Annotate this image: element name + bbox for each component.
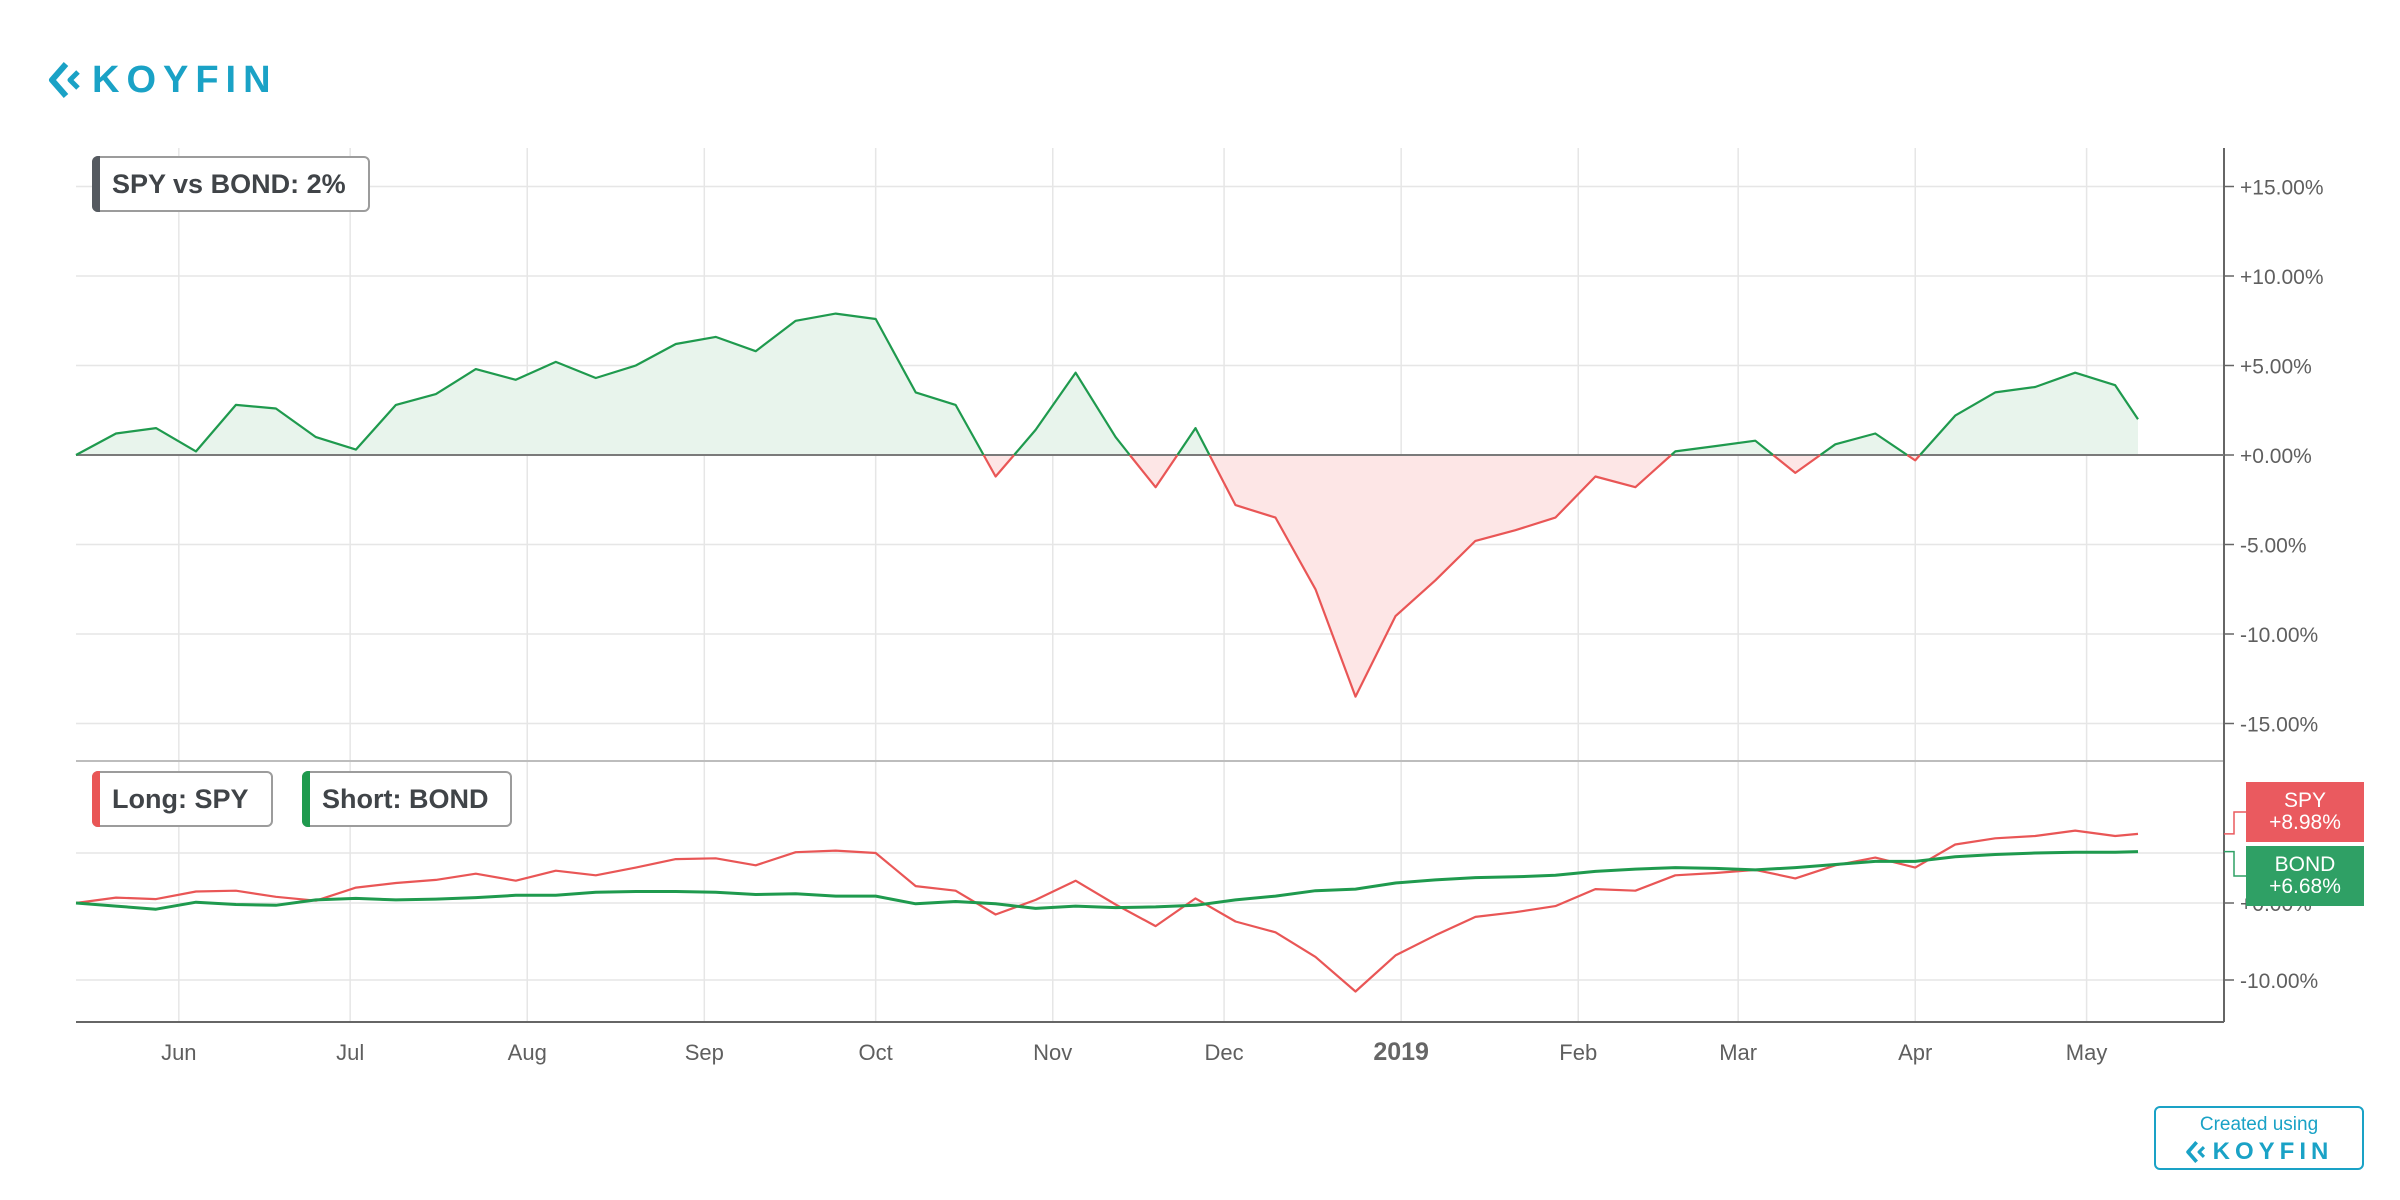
legend-short-marker xyxy=(302,771,310,827)
spy-series-line xyxy=(75,829,2139,993)
x-tick-label: May xyxy=(2066,1040,2108,1065)
spread-line-positive xyxy=(1819,432,1908,456)
spread-area-negative xyxy=(1129,455,1178,488)
spread-area-positive xyxy=(76,313,984,455)
y-tick-label-top: +5.00% xyxy=(2240,356,2312,379)
y-tick-label-top: -5.00% xyxy=(2240,535,2307,558)
x-tick-label: Feb xyxy=(1559,1040,1597,1065)
legend-long-marker xyxy=(92,771,100,827)
spread-line-negative xyxy=(982,454,1015,478)
spread-line-negative xyxy=(1208,454,1673,698)
spread-area-positive xyxy=(1671,440,1774,455)
spread-line-negative xyxy=(1128,454,1179,489)
koyfin-chevron-icon xyxy=(2185,1141,2205,1163)
spread-line-negative xyxy=(1906,454,1921,462)
x-tick-label: Jun xyxy=(161,1040,196,1065)
created-using-logo-text: KOYFIN xyxy=(2212,1138,2334,1165)
legend-long[interactable]: Long: SPY xyxy=(92,771,273,827)
y-tick-label-bottom: -10.00% xyxy=(2240,970,2318,993)
y-tick-label-top: +15.00% xyxy=(2240,177,2324,200)
spread-area-positive xyxy=(1177,428,1210,455)
x-tick-label: Oct xyxy=(859,1040,893,1065)
spread-area-negative xyxy=(1209,455,1672,697)
legend-spread-marker xyxy=(92,156,100,212)
spread-line-positive xyxy=(1919,371,2139,456)
legend-spread[interactable]: SPY vs BOND: 2% xyxy=(92,156,370,212)
spread-line-positive xyxy=(75,312,985,456)
legend-short[interactable]: Short: BOND xyxy=(302,771,513,827)
spread-line-positive xyxy=(1670,439,1774,456)
legend-short-label: Short: BOND xyxy=(322,783,489,814)
spread-line-positive xyxy=(1176,427,1211,456)
x-tick-label: Aug xyxy=(508,1040,547,1065)
legend-long-label: Long: SPY xyxy=(112,783,249,814)
legend-spread-label: SPY vs BOND: 2% xyxy=(112,168,346,199)
spread-area-negative xyxy=(983,455,1015,477)
logo-text: KOYFIN xyxy=(92,58,278,101)
x-tick-label: Nov xyxy=(1033,1040,1072,1065)
spread-line-positive xyxy=(1013,371,1131,456)
koyfin-chevron-icon xyxy=(49,62,80,98)
spread-area-negative xyxy=(1773,455,1821,473)
created-using-badge[interactable]: Created using KOYFIN xyxy=(2154,1106,2364,1170)
x-tick-label: Jul xyxy=(336,1040,364,1065)
y-tick-label-top: -15.00% xyxy=(2240,714,2318,737)
spread-area-positive xyxy=(1820,433,1908,455)
x-tick-label: Dec xyxy=(1205,1040,1244,1065)
bond-tag-name: BOND xyxy=(2274,853,2336,876)
koyfin-logo[interactable]: KOYFIN xyxy=(48,58,278,102)
spy-last-value-tag: SPY +8.98% xyxy=(2246,782,2364,842)
bond-last-value-tag: BOND +6.68% xyxy=(2246,846,2364,906)
x-tick-label: 2019 xyxy=(1373,1038,1429,1066)
bond-series-line xyxy=(75,850,2139,911)
created-using-label: Created using xyxy=(2199,1114,2319,1135)
spy-tag-name: SPY xyxy=(2283,789,2327,812)
x-tick-label: Sep xyxy=(685,1040,724,1065)
spread-line-negative xyxy=(1772,454,1821,474)
y-tick-label-top: +0.00% xyxy=(2240,445,2312,468)
spy-tag-connector xyxy=(2224,811,2246,835)
spy-tag-value: +8.98% xyxy=(2269,811,2341,834)
spread-area-positive xyxy=(1014,372,1130,455)
bond-tag-value: +6.68% xyxy=(2269,875,2341,898)
y-tick-label-top: -10.00% xyxy=(2240,624,2318,647)
spread-area-positive xyxy=(1920,372,2138,455)
x-tick-label: Apr xyxy=(1898,1040,1932,1065)
y-tick-label-top: +10.00% xyxy=(2240,266,2324,289)
bond-tag-connector xyxy=(2224,850,2246,877)
created-using-logo: KOYFIN xyxy=(2156,1138,2362,1166)
x-tick-label: Mar xyxy=(1719,1040,1757,1065)
